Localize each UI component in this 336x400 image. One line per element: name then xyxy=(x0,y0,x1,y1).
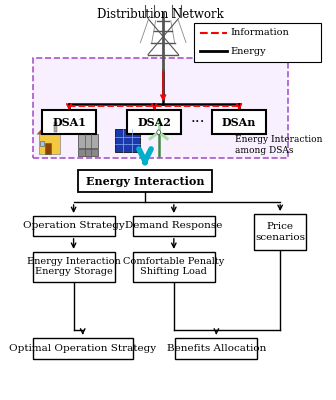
FancyBboxPatch shape xyxy=(33,216,115,236)
Bar xyxy=(45,143,51,154)
Bar xyxy=(78,134,98,148)
Text: Comfortable Penalty
Shifting Load: Comfortable Penalty Shifting Load xyxy=(123,257,224,276)
Text: Energy Interaction
Energy Storage: Energy Interaction Energy Storage xyxy=(27,257,121,276)
FancyBboxPatch shape xyxy=(133,252,215,282)
Bar xyxy=(78,149,98,156)
Text: DSA1: DSA1 xyxy=(52,117,86,128)
Text: Energy Interaction: Energy Interaction xyxy=(86,176,204,186)
Polygon shape xyxy=(37,120,61,134)
FancyBboxPatch shape xyxy=(175,338,257,360)
Text: Operation Strategy: Operation Strategy xyxy=(23,222,124,230)
Text: ···: ··· xyxy=(191,115,205,129)
Text: Information: Information xyxy=(230,28,289,37)
Text: Demand Response: Demand Response xyxy=(125,222,222,230)
Text: Benefits Allocation: Benefits Allocation xyxy=(167,344,266,353)
Bar xyxy=(40,141,44,146)
Text: DSA2: DSA2 xyxy=(137,117,171,128)
Bar xyxy=(39,134,60,154)
Bar xyxy=(54,122,57,132)
Bar xyxy=(115,129,140,152)
Text: Price
scenarios: Price scenarios xyxy=(255,222,305,242)
Text: Optimal Operation Strategy: Optimal Operation Strategy xyxy=(9,344,156,353)
FancyBboxPatch shape xyxy=(33,252,115,282)
FancyBboxPatch shape xyxy=(33,58,288,158)
FancyBboxPatch shape xyxy=(133,216,215,236)
FancyBboxPatch shape xyxy=(42,110,96,134)
FancyBboxPatch shape xyxy=(194,23,321,62)
Text: DSAn: DSAn xyxy=(222,117,256,128)
FancyBboxPatch shape xyxy=(212,110,266,134)
Text: Energy: Energy xyxy=(230,47,266,56)
Text: Distribution Network: Distribution Network xyxy=(97,8,223,21)
FancyBboxPatch shape xyxy=(254,214,306,250)
FancyBboxPatch shape xyxy=(78,170,212,192)
FancyBboxPatch shape xyxy=(127,110,181,134)
FancyBboxPatch shape xyxy=(33,338,133,360)
Text: Energy Interaction
among DSAs: Energy Interaction among DSAs xyxy=(235,135,322,155)
Circle shape xyxy=(157,130,161,135)
